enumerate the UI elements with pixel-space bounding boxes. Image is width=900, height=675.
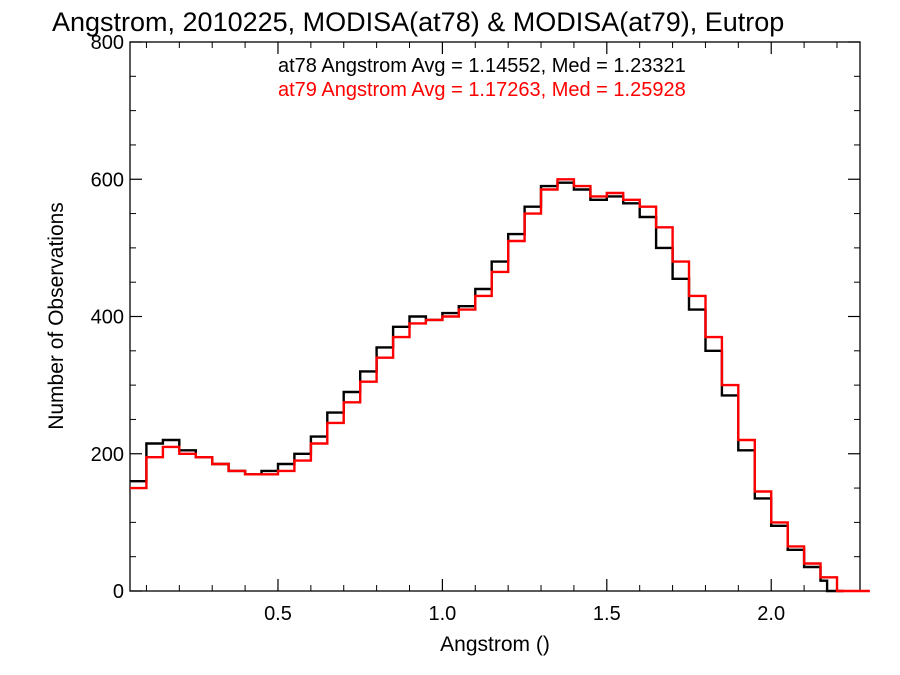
x-axis-ticks: 0.5 1.0 1.5 2.0 — [145, 42, 838, 625]
series-at79-line — [130, 178, 870, 593]
series-layer — [130, 178, 870, 593]
x-tick-label: 2.0 — [757, 603, 785, 625]
x-tick-label: 0.5 — [264, 603, 292, 625]
y-tick-label: 400 — [91, 307, 124, 329]
y-axis-ticks: 0 200 400 600 800 — [91, 32, 860, 603]
y-tick-label: 600 — [91, 169, 124, 191]
series-at78-line — [130, 181, 844, 593]
legend-at78: at78 Angstrom Avg = 1.14552, Med = 1.233… — [278, 55, 686, 77]
y-tick-label: 800 — [91, 32, 124, 54]
x-tick-label: 1.5 — [593, 603, 621, 625]
x-tick-label: 1.0 — [428, 603, 456, 625]
y-tick-label: 200 — [91, 444, 124, 466]
y-tick-label: 0 — [113, 581, 124, 603]
y-axis-label: Number of Observations — [45, 202, 68, 430]
x-axis-label: Angstrom () — [440, 633, 550, 656]
legend-at79: at79 Angstrom Avg = 1.17263, Med = 1.259… — [278, 79, 686, 101]
chart-title: Angstrom, 2010225, MODISA(at78) & MODISA… — [52, 7, 784, 37]
plot-frame — [129, 41, 861, 592]
